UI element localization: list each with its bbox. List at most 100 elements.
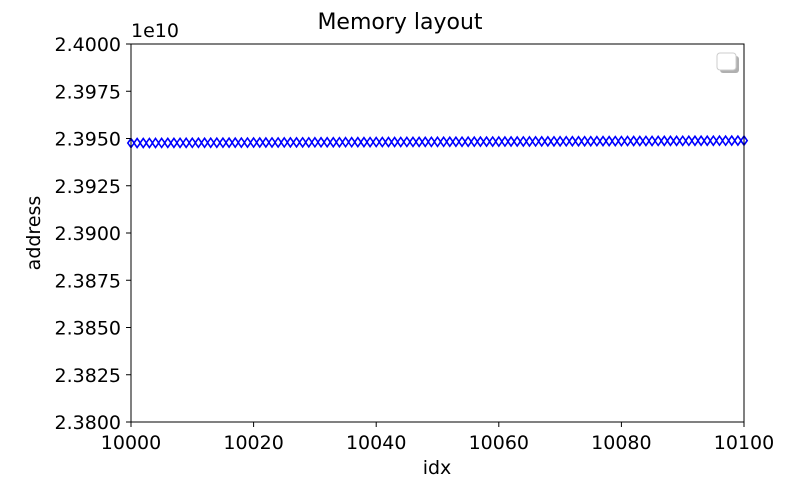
- data-point: [163, 137, 172, 149]
- data-point: [200, 136, 209, 149]
- data-point: [506, 135, 516, 148]
- data-point: [629, 135, 638, 147]
- data-point: [396, 136, 405, 148]
- data-point: [562, 135, 571, 148]
- data-point: [433, 135, 442, 148]
- x-tick-label: 10020: [223, 432, 283, 454]
- data-point: [476, 135, 485, 148]
- data-point: [249, 136, 258, 149]
- data-point: [206, 136, 215, 149]
- x-tick-label: 10000: [101, 432, 161, 454]
- y-tick-label: 2.3850: [55, 318, 121, 340]
- data-point: [255, 136, 264, 149]
- y-tick-label: 2.3975: [55, 81, 121, 103]
- data-point: [145, 137, 154, 149]
- x-tick-label: 10060: [469, 432, 529, 454]
- data-point: [292, 136, 301, 149]
- data-point: [316, 136, 326, 149]
- data-point: [482, 135, 491, 148]
- y-tick-label: 2.3875: [55, 270, 121, 292]
- data-point: [286, 136, 295, 149]
- data-point: [151, 137, 160, 149]
- data-point: [139, 137, 148, 149]
- legend-box: [716, 52, 737, 71]
- data-point: [243, 136, 252, 149]
- data-point: [359, 136, 369, 148]
- data-point: [347, 136, 356, 149]
- data-point: [568, 135, 577, 148]
- data-point: [586, 135, 595, 148]
- data-point: [261, 136, 271, 149]
- data-point: [132, 137, 142, 149]
- data-point: [727, 134, 736, 147]
- data-point: [592, 135, 602, 148]
- data-point: [427, 135, 436, 148]
- data-point: [611, 135, 620, 147]
- data-point: [390, 136, 399, 148]
- data-point: [224, 136, 234, 149]
- data-point: [660, 135, 669, 147]
- data-point: [267, 136, 277, 149]
- data-point: [598, 135, 608, 148]
- data-point: [721, 134, 730, 147]
- data-point: [212, 136, 222, 149]
- data-point: [537, 135, 546, 148]
- data-point: [157, 137, 166, 149]
- y-tick-label: 2.3950: [55, 129, 121, 151]
- data-point: [715, 134, 724, 147]
- data-point: [690, 134, 700, 147]
- data-point: [488, 135, 497, 148]
- x-axis-label: idx: [423, 457, 452, 479]
- y-axis-label: address: [23, 196, 45, 271]
- data-point: [500, 135, 510, 148]
- y-axis-ticks: 2.3800 2.3825 2.3850 2.3875 2.3900 2.3925 2.39…: [55, 34, 131, 434]
- data-point: [414, 136, 424, 148]
- plot-frame: [130, 43, 745, 423]
- chart-title: Memory layout: [317, 10, 482, 35]
- y-tick-label: 2.3800: [55, 412, 121, 434]
- data-point: [666, 134, 675, 147]
- data-point: [237, 136, 246, 149]
- data-point: [439, 135, 448, 148]
- data-point: [194, 136, 203, 149]
- x-tick-label: 10080: [591, 432, 651, 454]
- series-layer: [126, 134, 749, 149]
- x-tick-label: 10100: [714, 432, 774, 454]
- data-point: [684, 134, 694, 147]
- data-point: [543, 135, 553, 148]
- data-point: [273, 136, 283, 149]
- data-point: [549, 135, 559, 148]
- y-tick-label: 2.4000: [55, 34, 121, 56]
- data-point: [641, 135, 651, 147]
- data-point: [519, 135, 528, 148]
- data-point: [188, 136, 197, 149]
- y-tick-label: 2.3825: [55, 365, 121, 387]
- data-point: [604, 135, 614, 147]
- data-point: [408, 136, 418, 148]
- data-point: [463, 135, 473, 148]
- data-point: [231, 136, 240, 149]
- data-point: [653, 135, 663, 147]
- data-point: [322, 136, 332, 149]
- y-tick-label: 2.3900: [55, 223, 121, 245]
- data-point: [531, 135, 540, 148]
- data-point: [647, 135, 657, 147]
- data-point: [181, 136, 191, 149]
- data-point: [617, 135, 626, 147]
- y-tick-label: 2.3925: [55, 176, 121, 198]
- data-point: [353, 136, 362, 149]
- data-point: [310, 136, 320, 149]
- data-point: [733, 134, 743, 147]
- data-point: [635, 135, 644, 147]
- x-axis-ticks: 10000 10020 10040 10060 10080 10100: [101, 422, 774, 454]
- y-axis-offset-label: 1e10: [131, 20, 179, 42]
- data-point: [445, 135, 454, 148]
- data-point: [421, 135, 430, 148]
- legend: [716, 52, 739, 73]
- data-point: [169, 136, 179, 149]
- data-point: [335, 136, 344, 149]
- data-point: [580, 135, 589, 148]
- data-point: [218, 136, 228, 149]
- data-point: [494, 135, 503, 148]
